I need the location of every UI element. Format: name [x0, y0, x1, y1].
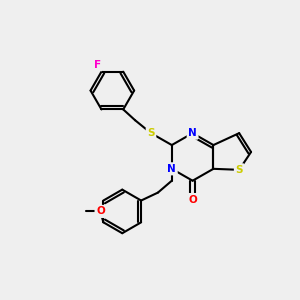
Text: S: S — [236, 165, 243, 175]
Text: O: O — [96, 206, 105, 216]
Text: O: O — [188, 194, 197, 205]
Text: N: N — [167, 164, 176, 174]
Text: F: F — [94, 60, 101, 70]
Text: N: N — [188, 128, 197, 138]
Text: S: S — [147, 128, 155, 138]
